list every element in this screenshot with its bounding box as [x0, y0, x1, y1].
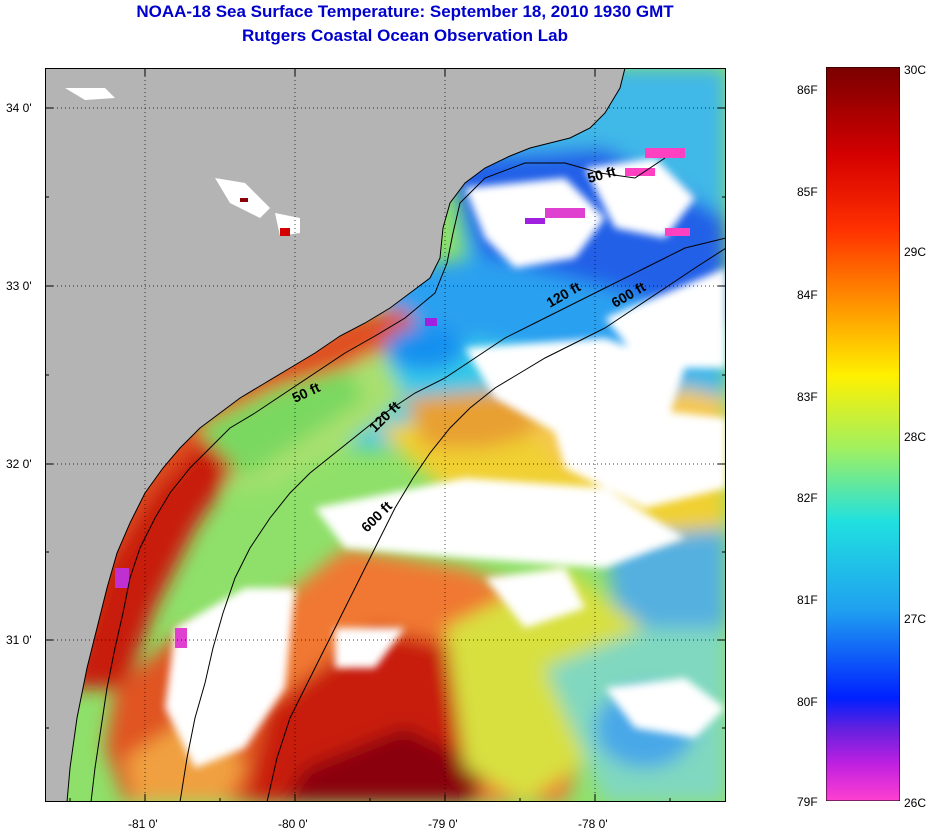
colorbar-gradient: [826, 67, 900, 801]
map-frame: [45, 68, 726, 802]
contour-120ft: [179, 237, 726, 802]
colorbar-label-80f: 80F: [797, 695, 818, 709]
sst-map: 50 ft 50 ft 120 ft 120 ft 600 ft 600 ft: [45, 68, 726, 802]
colorbar-label-84f: 84F: [797, 288, 818, 302]
colorbar-label-30c: 30C: [904, 63, 927, 77]
colorbar-label-81f: 81F: [797, 593, 818, 607]
contour-50ft: [90, 157, 666, 802]
colorbar-label-85f: 85F: [797, 185, 818, 199]
lon-label-81: -81 0': [128, 817, 158, 831]
colorbar-label-29c: 29C: [904, 245, 927, 259]
colorbar-label-28c: 28C: [904, 430, 927, 444]
colorbar-label-26c: 26C: [904, 796, 927, 810]
contour-600ft: [266, 247, 726, 802]
colorbar-label-82f: 82F: [797, 491, 818, 505]
colorbar-label-83f: 83F: [797, 390, 818, 404]
colorbar-label-86f: 86F: [797, 83, 818, 97]
lat-label-34: 34 0': [6, 101, 32, 115]
temperature-colorbar: [826, 67, 900, 801]
lat-label-33: 33 0': [6, 279, 32, 293]
lat-lon-grid: [45, 68, 726, 802]
land-mass: [45, 68, 625, 802]
map-subtitle: Rutgers Coastal Ocean Observation Lab: [242, 26, 568, 45]
cloud-cover: [165, 158, 726, 768]
colorbar-label-79f: 79F: [797, 795, 818, 809]
lon-label-80: -80 0': [278, 817, 308, 831]
lat-label-32: 32 0': [6, 457, 32, 471]
lat-label-31: 31 0': [6, 633, 32, 647]
map-title: NOAA-18 Sea Surface Temperature: Septemb…: [136, 2, 674, 21]
coastline: [66, 68, 626, 802]
lon-label-78: -78 0': [578, 817, 608, 831]
axis-ticks: [45, 68, 726, 802]
colorbar-label-27c: 27C: [904, 612, 927, 626]
lon-label-79: -79 0': [428, 817, 458, 831]
cool-patches: [115, 148, 690, 648]
contour-label-50ft-north: 50 ft: [586, 163, 618, 186]
